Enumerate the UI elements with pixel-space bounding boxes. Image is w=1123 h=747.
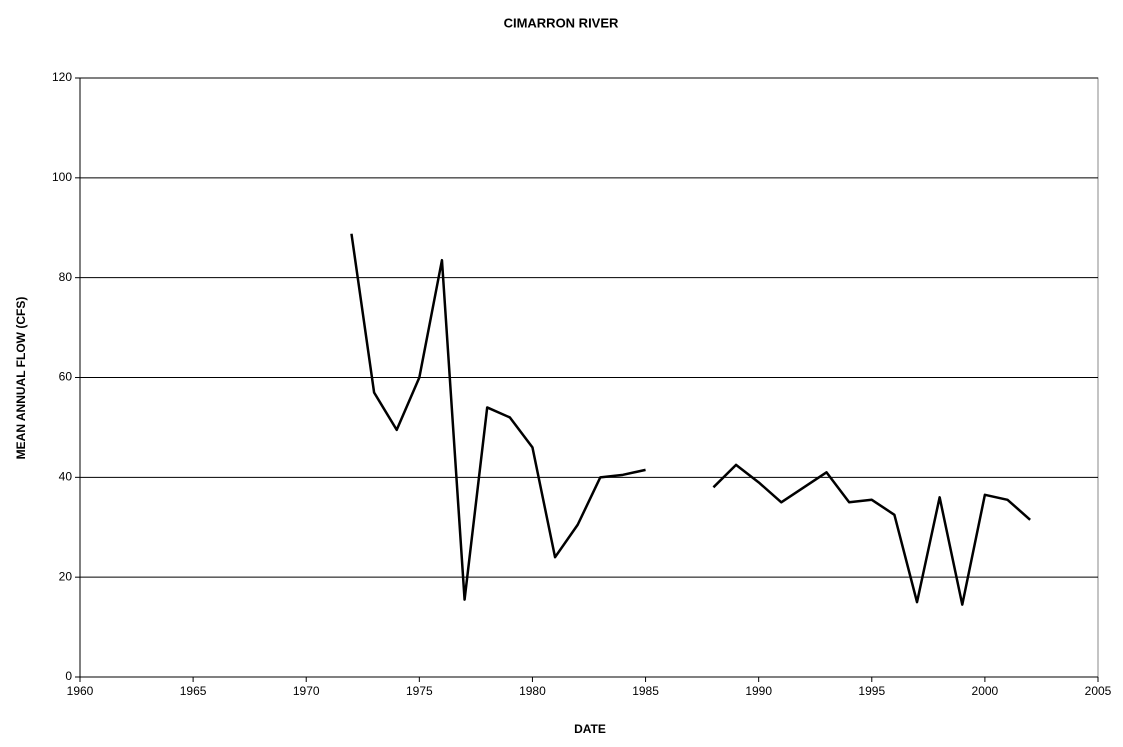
y-tick-label: 20 xyxy=(59,569,73,583)
series-line xyxy=(350,233,1031,606)
y-tick-label: 80 xyxy=(59,270,73,284)
x-tick-label: 1975 xyxy=(406,684,433,698)
x-tick-label: 2000 xyxy=(972,684,999,698)
y-tick-label: 0 xyxy=(65,669,72,683)
y-tick-label: 100 xyxy=(52,170,72,184)
x-tick-label: 1985 xyxy=(632,684,659,698)
y-tick-label: 40 xyxy=(59,470,73,484)
x-tick-label: 2005 xyxy=(1085,684,1112,698)
y-axis-label: MEAN ANNUAL FLOW (CFS) xyxy=(14,297,28,460)
y-tick-label: 60 xyxy=(59,370,73,384)
chart-title: CIMARRON RIVER xyxy=(504,15,619,30)
x-tick-label: 1960 xyxy=(67,684,94,698)
x-tick-label: 1970 xyxy=(293,684,320,698)
x-tick-label: 1990 xyxy=(745,684,772,698)
y-tick-label: 120 xyxy=(52,70,72,84)
x-axis-label: DATE xyxy=(574,722,606,736)
x-tick-label: 1995 xyxy=(858,684,885,698)
x-tick-label: 1980 xyxy=(519,684,546,698)
x-tick-label: 1965 xyxy=(180,684,207,698)
